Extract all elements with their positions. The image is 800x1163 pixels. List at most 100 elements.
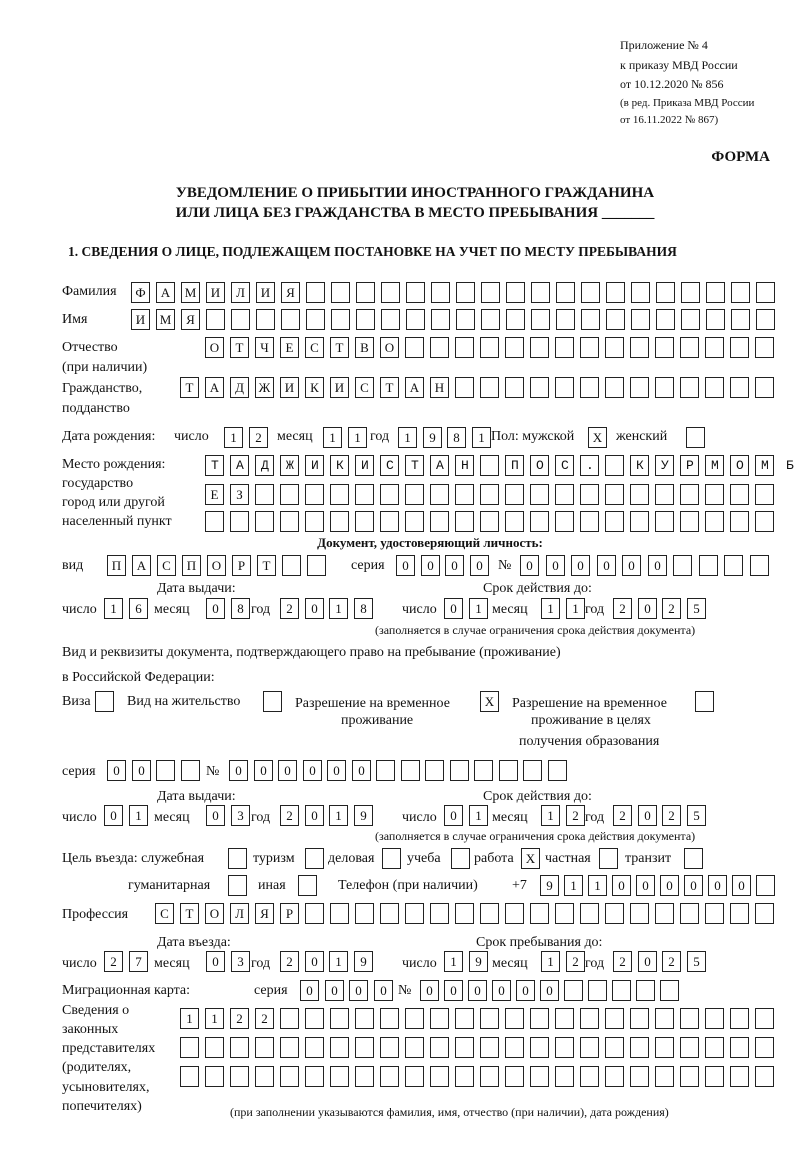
- birth-place-1-cell[interactable]: [305, 455, 324, 476]
- birth-place-3-cell[interactable]: [605, 511, 624, 532]
- birth-place-2-cell[interactable]: [730, 484, 749, 505]
- reps-1-cell[interactable]: [330, 1008, 349, 1029]
- birth-place-3-cell[interactable]: [630, 511, 649, 532]
- id-valid-year-cell[interactable]: 2: [662, 598, 681, 619]
- mc-number-cell[interactable]: 0: [468, 980, 487, 1001]
- id-number-cell[interactable]: 0: [622, 555, 641, 576]
- birth-place-1-cell[interactable]: [755, 455, 774, 476]
- reps-3-cell[interactable]: [755, 1066, 774, 1087]
- profession-cell[interactable]: [505, 903, 524, 924]
- id-valid-month-cell[interactable]: 1: [541, 598, 560, 619]
- birth-place-1-cell[interactable]: [730, 455, 749, 476]
- surname-cell[interactable]: [606, 282, 625, 303]
- id-number-cell[interactable]: 0: [571, 555, 590, 576]
- reps-3-cell[interactable]: [505, 1066, 524, 1087]
- patronymic-cell[interactable]: [405, 337, 424, 358]
- rp-issue-year-cell[interactable]: 9: [354, 805, 373, 826]
- name-cell[interactable]: [256, 309, 275, 330]
- reps-1-cell[interactable]: 1: [205, 1008, 224, 1029]
- reps-1-cell[interactable]: [655, 1008, 674, 1029]
- phone-cell[interactable]: 0: [612, 875, 631, 896]
- birth-place-3-cell[interactable]: [680, 511, 699, 532]
- entry-month-cell[interactable]: 0: [206, 951, 225, 972]
- birth-place-1-cell[interactable]: [480, 455, 499, 476]
- profession-cell[interactable]: [705, 903, 724, 924]
- birth-year-cell[interactable]: 9: [423, 427, 442, 448]
- citizenship-cell[interactable]: С: [355, 377, 374, 398]
- id-issue-year-cell[interactable]: 2: [280, 598, 299, 619]
- id-valid-year-cell[interactable]: 2: [613, 598, 632, 619]
- birth-month-cell[interactable]: 1: [348, 427, 367, 448]
- birth-place-3-cell[interactable]: [530, 511, 549, 532]
- patronymic-cell[interactable]: [630, 337, 649, 358]
- birth-place-1-cell[interactable]: [355, 455, 374, 476]
- id-kind-cell[interactable]: А: [132, 555, 151, 576]
- sex-male-cell[interactable]: X: [588, 427, 607, 448]
- id-valid-year-cell[interactable]: 0: [638, 598, 657, 619]
- purpose-study-cell[interactable]: [451, 848, 470, 869]
- rp-valid-day-cell[interactable]: 1: [469, 805, 488, 826]
- id-number-cell[interactable]: 0: [648, 555, 667, 576]
- birth-place-2-cell[interactable]: [630, 484, 649, 505]
- birth-place-2-cell[interactable]: [705, 484, 724, 505]
- rp-series-cell[interactable]: [181, 760, 200, 781]
- rp-issue-year-cell[interactable]: 1: [329, 805, 348, 826]
- purpose-transit-cell[interactable]: [684, 848, 703, 869]
- residence-cell[interactable]: [263, 691, 282, 712]
- mc-number-cell[interactable]: [660, 980, 679, 1001]
- name-cell[interactable]: [656, 309, 675, 330]
- birth-place-3-cell[interactable]: [205, 511, 224, 532]
- profession-cell[interactable]: [730, 903, 749, 924]
- birth-place-3-cell[interactable]: [455, 511, 474, 532]
- name-cell[interactable]: [231, 309, 250, 330]
- citizenship-cell[interactable]: [680, 377, 699, 398]
- profession-cell[interactable]: [530, 903, 549, 924]
- purpose-other-cell[interactable]: [298, 875, 317, 896]
- id-valid-year-cell[interactable]: 5: [687, 598, 706, 619]
- id-number-cell[interactable]: 0: [597, 555, 616, 576]
- rp-number-cell[interactable]: [523, 760, 542, 781]
- rp-issue-month-cell[interactable]: 3: [231, 805, 250, 826]
- birth-place-3-cell[interactable]: [330, 511, 349, 532]
- name-cell[interactable]: [431, 309, 450, 330]
- birth-place-3-cell[interactable]: [430, 511, 449, 532]
- profession-cell[interactable]: Л: [230, 903, 249, 924]
- name-cell[interactable]: [481, 309, 500, 330]
- surname-cell[interactable]: [381, 282, 400, 303]
- birth-place-2-cell[interactable]: [305, 484, 324, 505]
- profession-cell[interactable]: С: [155, 903, 174, 924]
- visa-cell[interactable]: [95, 691, 114, 712]
- birth-place-1-cell[interactable]: [280, 455, 299, 476]
- citizenship-cell[interactable]: Т: [180, 377, 199, 398]
- mc-number-cell[interactable]: 0: [420, 980, 439, 1001]
- id-valid-month-cell[interactable]: 1: [566, 598, 585, 619]
- name-cell[interactable]: [606, 309, 625, 330]
- reps-1-cell[interactable]: [355, 1008, 374, 1029]
- reps-3-cell[interactable]: [555, 1066, 574, 1087]
- reps-2-cell[interactable]: [305, 1037, 324, 1058]
- stay-day-cell[interactable]: 9: [469, 951, 488, 972]
- birth-year-cell[interactable]: 1: [398, 427, 417, 448]
- patronymic-cell[interactable]: [455, 337, 474, 358]
- phone-cell[interactable]: 0: [732, 875, 751, 896]
- reps-1-cell[interactable]: [680, 1008, 699, 1029]
- id-kind-cell[interactable]: О: [207, 555, 226, 576]
- id-issue-year-cell[interactable]: 1: [329, 598, 348, 619]
- birth-place-3-cell[interactable]: [230, 511, 249, 532]
- patronymic-cell[interactable]: [605, 337, 624, 358]
- rp-number-cell[interactable]: [450, 760, 469, 781]
- reps-3-cell[interactable]: [705, 1066, 724, 1087]
- id-issue-month-cell[interactable]: 8: [231, 598, 250, 619]
- reps-1-cell[interactable]: [280, 1008, 299, 1029]
- rp-issue-year-cell[interactable]: 2: [280, 805, 299, 826]
- name-cell[interactable]: [581, 309, 600, 330]
- reps-1-cell[interactable]: [380, 1008, 399, 1029]
- citizenship-cell[interactable]: [455, 377, 474, 398]
- reps-2-cell[interactable]: [255, 1037, 274, 1058]
- stay-month-cell[interactable]: 2: [566, 951, 585, 972]
- surname-cell[interactable]: [481, 282, 500, 303]
- patronymic-cell[interactable]: [480, 337, 499, 358]
- patronymic-cell[interactable]: [705, 337, 724, 358]
- reps-3-cell[interactable]: [205, 1066, 224, 1087]
- rp-issue-day-cell[interactable]: 1: [129, 805, 148, 826]
